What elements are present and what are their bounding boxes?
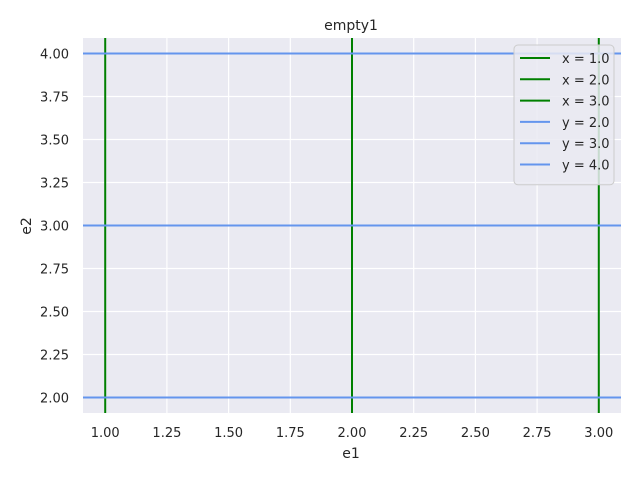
legend-label: y = 2.0 <box>562 116 610 131</box>
legend-label: x = 1.0 <box>562 52 610 67</box>
y-axis-ticks: 2.00 2.25 2.50 2.75 3.00 3.25 3.50 3.75 4.00 <box>40 47 69 406</box>
x-tick-label: 2.50 <box>461 426 490 441</box>
y-tick-label: 3.25 <box>40 176 69 191</box>
x-tick-label: 2.00 <box>338 426 367 441</box>
y-tick-label: 2.00 <box>40 392 69 407</box>
y-tick-label: 3.75 <box>40 90 69 105</box>
y-axis-label: e2 <box>19 217 35 235</box>
x-tick-label: 3.00 <box>584 426 613 441</box>
legend-label: y = 4.0 <box>562 159 610 174</box>
y-tick-label: 2.50 <box>40 306 69 321</box>
x-tick-label: 1.50 <box>214 426 243 441</box>
legend-label: x = 3.0 <box>562 95 610 110</box>
x-tick-label: 2.75 <box>523 426 552 441</box>
x-tick-label: 1.00 <box>91 426 120 441</box>
y-tick-label: 2.75 <box>40 263 69 278</box>
chart-title: empty1 <box>324 18 378 34</box>
x-tick-label: 1.75 <box>276 426 305 441</box>
legend-label: y = 3.0 <box>562 137 610 152</box>
x-tick-label: 2.25 <box>399 426 428 441</box>
y-tick-label: 4.00 <box>40 47 69 62</box>
x-tick-label: 1.25 <box>152 426 181 441</box>
x-axis-label: e1 <box>342 446 360 462</box>
legend-label: x = 2.0 <box>562 73 610 88</box>
x-axis-ticks: 1.00 1.25 1.50 1.75 2.00 2.25 2.50 2.75 3.00 <box>91 426 614 441</box>
legend: x = 1.0 x = 2.0 x = 3.0 y = 2.0 y = 3.0 y = 4… <box>513 44 615 186</box>
y-tick-label: 2.25 <box>40 349 69 364</box>
y-tick-label: 3.50 <box>40 133 69 148</box>
y-tick-label: 3.00 <box>40 220 69 235</box>
